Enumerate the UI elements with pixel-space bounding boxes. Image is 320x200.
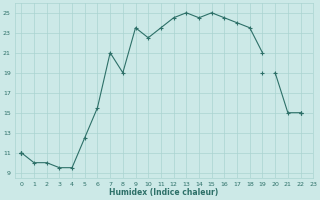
X-axis label: Humidex (Indice chaleur): Humidex (Indice chaleur) — [109, 188, 219, 197]
